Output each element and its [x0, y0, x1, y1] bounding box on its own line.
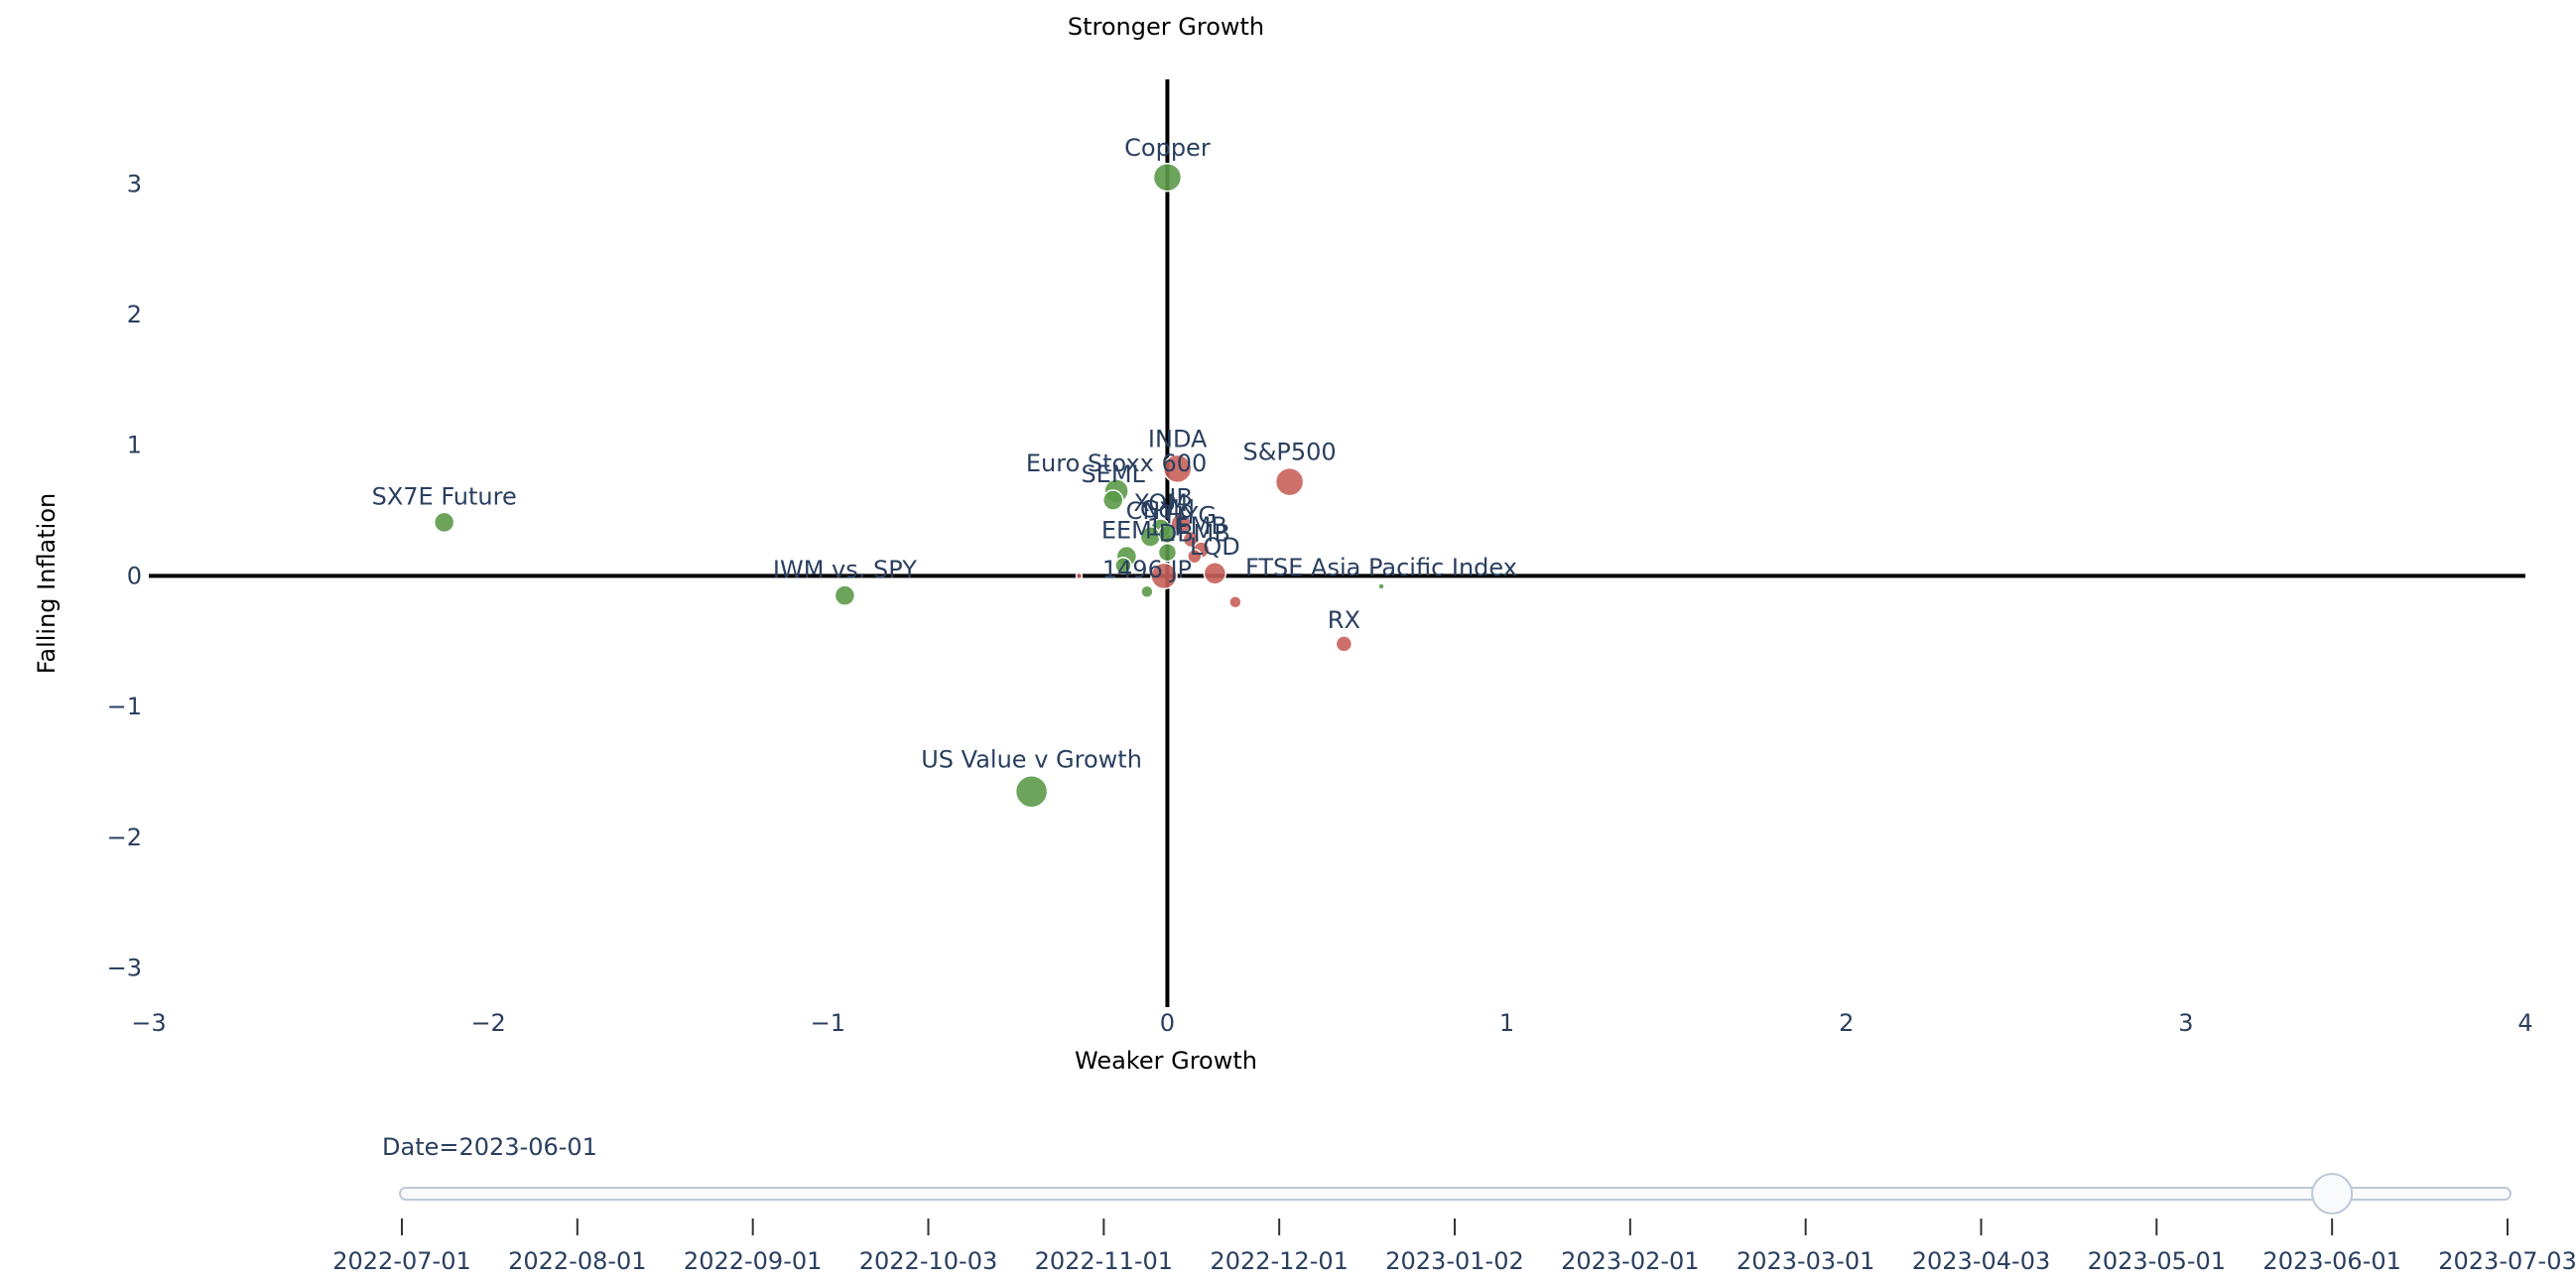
slider-step-label[interactable]: 2022-12-01: [1210, 1247, 1348, 1275]
y-tick-label: 3: [127, 170, 142, 197]
data-point-label: Euro Stoxx 600: [1026, 449, 1207, 477]
slider-step-label[interactable]: 2022-10-03: [859, 1247, 997, 1275]
data-point-label: DBMB: [1159, 520, 1230, 548]
slider-step-label[interactable]: 2022-09-01: [684, 1247, 822, 1275]
slider-step-label[interactable]: 2022-08-01: [508, 1247, 646, 1275]
data-point-marker: [834, 584, 856, 606]
data-point-label: US Value v Growth: [921, 746, 1142, 774]
data-point-marker: [1335, 635, 1353, 653]
scatter-markers: [433, 163, 1385, 809]
data-point-label: RX: [1328, 606, 1360, 634]
point-labels: Copper SX7E Future IWM vs. SPY US Value v G…: [372, 134, 1517, 774]
x-tick-label: 0: [1160, 1009, 1175, 1037]
y-tick-label: −1: [107, 693, 142, 720]
data-point-label: 1_F: [1147, 514, 1188, 542]
y-tick-label: 1: [127, 432, 142, 459]
data-point-marker: [1187, 548, 1203, 565]
data-point-label: JB: [1167, 484, 1193, 512]
slider-handle[interactable]: [2311, 1173, 2354, 1215]
x-tick-label: −1: [811, 1009, 845, 1037]
x-tick-label: −3: [131, 1009, 166, 1037]
data-point-marker: [1150, 562, 1178, 590]
data-point-label: INDA: [1148, 425, 1208, 452]
data-point-label: CNY: [1126, 497, 1176, 525]
data-point-marker: [1228, 595, 1242, 609]
data-point-marker: [433, 511, 455, 534]
slider-rail[interactable]: [399, 1187, 2512, 1201]
y-tick-label: −2: [107, 824, 142, 851]
slider-ticks: 2022-07-01 2022-08-01 2022-09-01 2022-10-03…: [332, 1218, 2576, 1275]
data-point-marker: [1377, 582, 1385, 590]
data-point-marker: [1203, 562, 1227, 585]
x-axis-title: Weaker Growth: [1075, 1047, 1257, 1075]
data-point-label: EEM: [1101, 517, 1152, 545]
data-point-label: Copper: [1124, 134, 1211, 162]
data-point-label: EMB: [1175, 512, 1226, 540]
y-axis-title: Falling Inflation: [33, 493, 61, 674]
slider-step-label[interactable]: 2023-03-01: [1737, 1247, 1874, 1275]
slider-step-label[interactable]: 2023-06-01: [2262, 1247, 2400, 1275]
data-point-marker: [1114, 557, 1132, 575]
data-point-marker: [1162, 453, 1193, 484]
data-point-label: FTSE Asia Pacific Index: [1245, 554, 1517, 581]
slider-step-label[interactable]: 2023-05-01: [2088, 1247, 2226, 1275]
x-top-axis-title: Stronger Growth: [1068, 13, 1264, 41]
data-point-label: LQD: [1190, 533, 1240, 561]
data-point-label: HYG: [1166, 502, 1217, 530]
data-point-marker: [1170, 512, 1192, 535]
y-axis-ticks: −3 −2 −1 0 1 2 3: [107, 170, 142, 981]
slider-step-label[interactable]: 2022-07-01: [332, 1247, 470, 1275]
x-tick-label: 3: [2178, 1009, 2193, 1037]
data-point-label: Gold: [1140, 495, 1195, 523]
slider-current-value: Date=2023-06-01: [382, 1133, 597, 1161]
x-tick-label: 4: [2517, 1009, 2532, 1037]
data-point-marker: [1075, 572, 1084, 580]
x-tick-label: 1: [1499, 1009, 1514, 1037]
data-point-label: IWM vs. SPY: [773, 556, 917, 583]
data-point-marker: [1101, 489, 1124, 511]
x-axis-ticks: −3 −2 −1 0 1 2 3 4: [131, 1009, 2532, 1037]
y-tick-label: 2: [127, 301, 142, 328]
y-tick-label: −3: [107, 954, 142, 981]
data-point-marker: [1157, 542, 1178, 563]
y-tick-label: 0: [127, 562, 142, 589]
data-point-label: S&P500: [1242, 439, 1336, 466]
data-point-label: 1496 JP: [1102, 556, 1192, 583]
data-point-marker: [1140, 584, 1154, 598]
slider-step-label[interactable]: 2023-01-02: [1385, 1247, 1523, 1275]
data-point-marker: [1152, 163, 1183, 192]
data-point-marker: [1274, 466, 1305, 497]
x-tick-label: −2: [470, 1009, 505, 1037]
plot-area: −3 −2 −1 0 1 2 3 −3 −2 −1 0 1 2 3 4 Copper SX7E Future…: [107, 79, 2533, 1037]
data-point-marker: [1014, 774, 1049, 809]
slider-step-label[interactable]: 2022-11-01: [1035, 1247, 1173, 1275]
data-point-marker: [1182, 530, 1201, 549]
data-point-label: SEML: [1081, 460, 1145, 488]
x-tick-label: 2: [1839, 1009, 1854, 1037]
slider-step-label[interactable]: 2023-07-03: [2438, 1247, 2576, 1275]
date-slider[interactable]: Date=2023-06-01 2022-07-01 2022-08-01 2022…: [332, 1133, 2576, 1275]
slider-step-label[interactable]: 2023-04-03: [1912, 1247, 2050, 1275]
data-point-label: SX7E Future: [372, 482, 517, 510]
slider-step-label[interactable]: 2023-02-01: [1561, 1247, 1699, 1275]
data-point-label: XOM: [1133, 489, 1188, 517]
